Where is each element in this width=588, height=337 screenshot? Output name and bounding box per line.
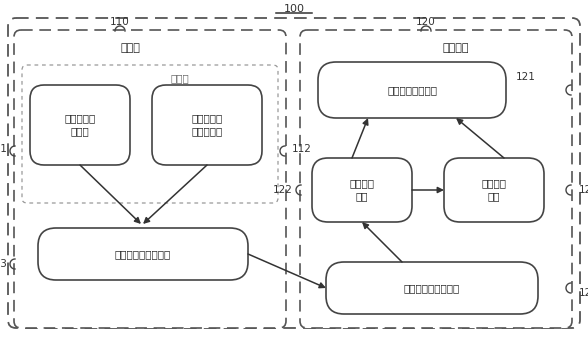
Text: 124: 124 — [579, 288, 588, 298]
Text: 参数处理
单元: 参数处理 单元 — [349, 178, 375, 202]
Text: 硬件参数获
取单元: 硬件参数获 取单元 — [64, 113, 96, 136]
Text: 110: 110 — [110, 17, 130, 27]
Text: 用户界面控制单元: 用户界面控制单元 — [387, 85, 437, 95]
Text: 定时器: 定时器 — [171, 73, 189, 83]
Text: 服务器端: 服务器端 — [443, 43, 469, 53]
Text: 预警分析
单元: 预警分析 单元 — [482, 178, 506, 202]
FancyBboxPatch shape — [300, 30, 572, 328]
Text: 客户端网络通信单元: 客户端网络通信单元 — [115, 249, 171, 259]
FancyBboxPatch shape — [30, 85, 130, 165]
FancyBboxPatch shape — [312, 158, 412, 222]
Text: 120: 120 — [416, 17, 436, 27]
Text: 服务器网络通信单元: 服务器网络通信单元 — [404, 283, 460, 293]
FancyBboxPatch shape — [444, 158, 544, 222]
Text: 121: 121 — [516, 72, 536, 82]
Text: 113: 113 — [0, 259, 8, 269]
Text: 111: 111 — [0, 144, 8, 154]
Text: 客户端: 客户端 — [120, 43, 140, 53]
Text: 100: 100 — [283, 4, 305, 14]
FancyBboxPatch shape — [152, 85, 262, 165]
FancyBboxPatch shape — [318, 62, 506, 118]
FancyBboxPatch shape — [326, 262, 538, 314]
Text: 122: 122 — [273, 185, 293, 195]
Text: 123: 123 — [579, 185, 588, 195]
FancyBboxPatch shape — [22, 65, 278, 203]
FancyBboxPatch shape — [14, 30, 286, 328]
Text: 操作系统参
数获取单元: 操作系统参 数获取单元 — [191, 113, 223, 136]
FancyBboxPatch shape — [8, 18, 580, 328]
FancyBboxPatch shape — [38, 228, 248, 280]
Text: 112: 112 — [292, 144, 312, 154]
